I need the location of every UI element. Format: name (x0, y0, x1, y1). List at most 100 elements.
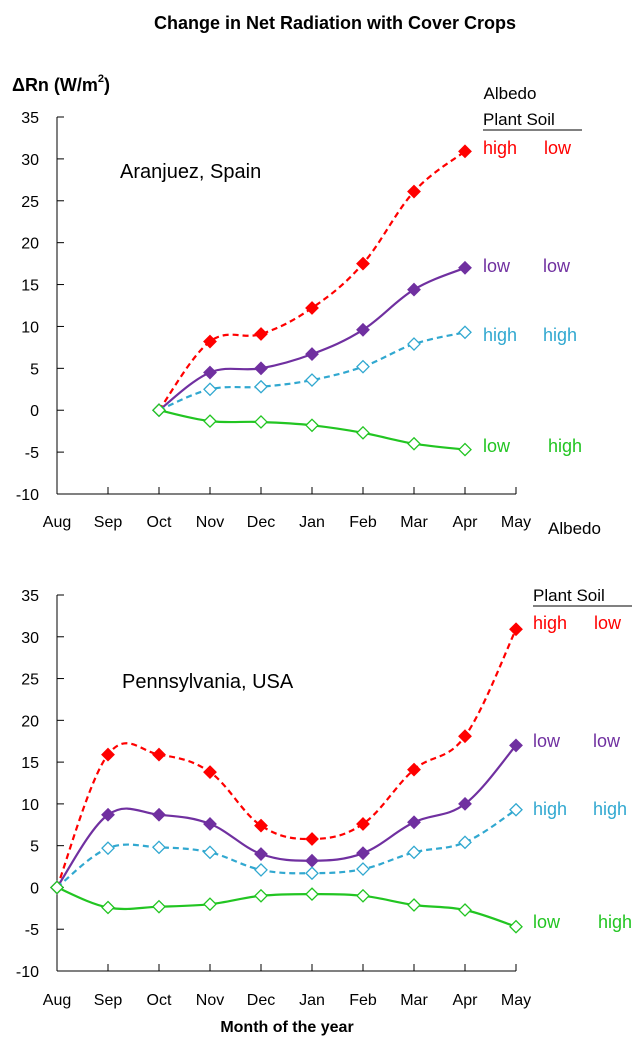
data-point (203, 897, 217, 912)
x-tick-label: Nov (196, 992, 224, 1009)
series-line (56, 744, 517, 889)
y-tick-label: -10 (16, 487, 39, 504)
legend-soil-albedo: high (543, 325, 577, 345)
data-point (152, 747, 166, 762)
data-point (254, 379, 268, 394)
y-axis-label: ΔRn (W/m2) (12, 73, 110, 95)
y-tick-label: 10 (21, 797, 39, 814)
x-tick-label: May (501, 992, 531, 1009)
legend-column-headers: Plant Soil (533, 586, 605, 605)
data-point (407, 436, 421, 451)
y-tick-label: -10 (16, 964, 39, 981)
x-axis-label: Month of the year (220, 1019, 353, 1036)
data-point (305, 373, 319, 387)
x-tick-label: Sep (94, 992, 123, 1009)
data-point (356, 888, 370, 903)
x-tick-label: Apr (453, 514, 479, 531)
data-point (203, 334, 217, 349)
data-point (305, 832, 319, 846)
y-axis-label-sup: 2 (98, 73, 104, 85)
x-tick-label: Oct (147, 992, 172, 1009)
data-point (254, 415, 268, 429)
chart-panel-pennsylvania: -10 -5 0 5 10 15 20 25 30 35 Aug Sep Oct Nov Dec Jan Feb… (16, 586, 632, 1009)
data-point (152, 403, 166, 418)
data-point (101, 807, 115, 822)
series-high-plant-high-soil (152, 325, 472, 418)
x-tick-label: Feb (349, 992, 377, 1009)
data-point (458, 729, 472, 744)
data-point (305, 347, 319, 362)
y-tick-label: 25 (21, 194, 39, 211)
data-point (407, 815, 421, 830)
site-label: Aranjuez, Spain (120, 161, 261, 183)
data-point (356, 425, 370, 440)
y-axis-label-main: ΔRn (W/m (12, 75, 98, 95)
y-tick-label: 35 (21, 110, 39, 127)
data-point (254, 327, 268, 341)
data-point (509, 622, 523, 637)
legend-title: Albedo (484, 84, 537, 103)
legend-column-headers: Plant Soil (483, 110, 555, 129)
x-tick-label: Jan (299, 992, 325, 1009)
data-point (458, 144, 472, 159)
x-tick-label: Apr (453, 992, 479, 1009)
data-point (203, 382, 217, 397)
legend-soil-albedo: high (593, 799, 627, 819)
data-point (407, 282, 421, 297)
x-tick-label: Aug (43, 992, 71, 1009)
data-point (203, 365, 217, 380)
data-point (407, 184, 421, 199)
data-point (356, 359, 370, 374)
data-point (356, 846, 370, 861)
data-point (458, 796, 472, 811)
data-point (356, 817, 370, 831)
legend-plant-albedo: high (533, 613, 567, 633)
legend-plant-albedo: high (483, 138, 517, 158)
y-tick-label: 0 (30, 880, 39, 897)
series-high-plant-low-soil (50, 622, 523, 895)
data-point (254, 361, 268, 376)
data-point (509, 919, 523, 934)
data-point (101, 747, 115, 762)
y-tick-label: 15 (21, 755, 39, 772)
data-point (458, 835, 472, 850)
data-point (305, 301, 319, 315)
legend-plant-albedo: low (533, 731, 561, 751)
data-point (407, 845, 421, 860)
site-label: Pennsylvania, USA (122, 671, 294, 693)
data-point (254, 847, 268, 861)
series-low-plant-high-soil (50, 880, 523, 934)
data-point (458, 260, 472, 275)
y-tick-label: 5 (30, 839, 39, 856)
y-tick-label: 20 (21, 236, 39, 253)
y-tick-label: 20 (21, 713, 39, 730)
y-tick-label: 30 (21, 152, 39, 169)
data-point (305, 866, 319, 881)
x-tick-label: Aug (43, 514, 71, 531)
legend-soil-albedo: low (594, 613, 622, 633)
series-low-plant-high-soil (152, 403, 472, 457)
data-point (407, 337, 421, 351)
data-point (152, 840, 166, 855)
y-tick-label: 35 (21, 588, 39, 605)
x-tick-label: Dec (247, 514, 275, 531)
data-point (101, 900, 115, 915)
data-point (458, 442, 472, 457)
series-line (56, 808, 517, 889)
data-point (407, 898, 421, 912)
x-tick-label: Nov (196, 514, 224, 531)
y-tick-label: 5 (30, 361, 39, 378)
y-tick-label: -5 (25, 445, 39, 462)
y-axis-label-close: ) (104, 75, 110, 95)
legend-title-lower: Albedo (548, 519, 601, 538)
y-tick-label: -5 (25, 922, 39, 939)
legend-soil-albedo: low (543, 256, 571, 276)
data-point (305, 887, 319, 902)
x-tick-label: Oct (147, 514, 172, 531)
legend-soil-albedo: high (598, 912, 632, 932)
x-tick-label: May (501, 514, 531, 531)
data-point (152, 807, 166, 822)
figure-title: Change in Net Radiation with Cover Crops (154, 13, 516, 33)
data-point (356, 322, 370, 337)
chart-panel-aranjuez: -10 -5 0 5 10 15 20 25 30 35 Aug Sep Oct Nov Dec Jan Feb… (16, 84, 601, 538)
